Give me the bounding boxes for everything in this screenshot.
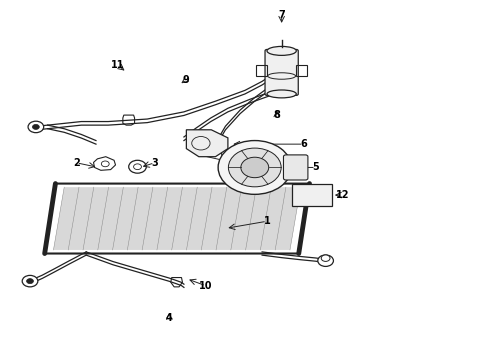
Circle shape — [32, 125, 39, 130]
Text: 7: 7 — [278, 10, 285, 20]
Text: 9: 9 — [183, 75, 190, 85]
Ellipse shape — [267, 46, 296, 55]
Circle shape — [218, 140, 292, 194]
Text: 3: 3 — [151, 158, 158, 168]
Circle shape — [28, 121, 44, 133]
Text: 4: 4 — [166, 313, 172, 323]
Text: 6: 6 — [300, 139, 307, 149]
Ellipse shape — [268, 73, 295, 79]
Circle shape — [318, 255, 333, 266]
Text: 8: 8 — [273, 111, 280, 121]
Polygon shape — [53, 187, 301, 250]
Ellipse shape — [267, 90, 296, 98]
Text: 11: 11 — [111, 60, 125, 70]
Circle shape — [22, 275, 38, 287]
Text: 1: 1 — [264, 216, 270, 226]
Text: 12: 12 — [336, 190, 349, 200]
FancyBboxPatch shape — [265, 49, 298, 95]
Circle shape — [228, 148, 281, 187]
Text: 10: 10 — [199, 281, 213, 291]
FancyBboxPatch shape — [284, 155, 308, 180]
Text: 2: 2 — [73, 158, 80, 168]
Circle shape — [26, 279, 33, 284]
Circle shape — [241, 157, 269, 178]
FancyBboxPatch shape — [293, 184, 332, 206]
Text: 5: 5 — [313, 162, 319, 172]
Polygon shape — [186, 130, 228, 157]
Circle shape — [321, 255, 330, 261]
